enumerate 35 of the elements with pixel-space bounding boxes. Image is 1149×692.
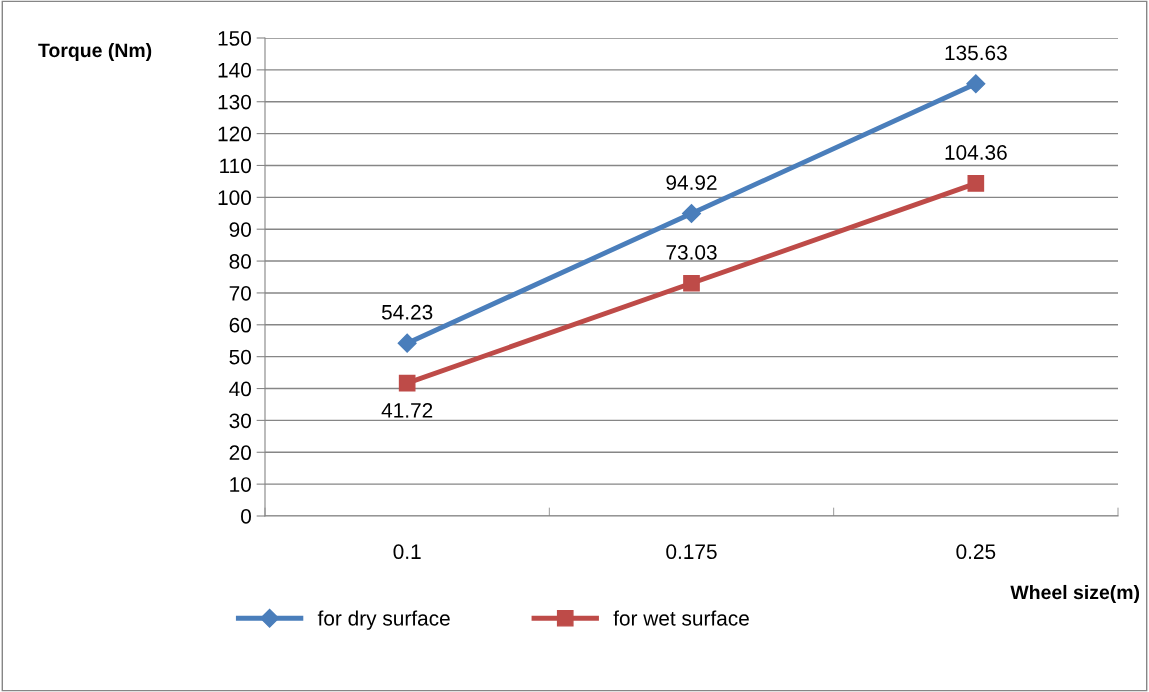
x-tick-label: 0.1 xyxy=(393,544,421,560)
y-tick-label: 80 xyxy=(229,254,251,269)
y-tick-label: 150 xyxy=(218,31,251,46)
y-tick-label: 0 xyxy=(241,509,251,524)
y-tick-label: 110 xyxy=(220,158,251,174)
legend-label: for wet surface xyxy=(613,610,749,626)
y-tick-label: 100 xyxy=(218,190,251,206)
y-tick-label: 130 xyxy=(218,94,251,110)
y-tick-label: 20 xyxy=(229,445,251,461)
point xyxy=(967,175,985,192)
data-label: 54.23 xyxy=(381,304,433,320)
y-tick-label: 50 xyxy=(229,349,251,365)
y-axis-title: Torque (Nm) xyxy=(38,42,152,62)
y-tick-label: 10 xyxy=(230,477,251,492)
data-label: 104.36 xyxy=(945,145,1007,160)
y-tick-label: 60 xyxy=(229,317,251,333)
y-tick-label: 40 xyxy=(229,381,251,397)
point xyxy=(398,374,416,392)
data-label: 73.03 xyxy=(666,244,717,260)
x-tick-label: 0.25 xyxy=(956,544,996,560)
y-tick-label: 90 xyxy=(229,222,251,237)
point xyxy=(966,74,986,94)
point xyxy=(397,333,417,353)
y-tick-label: 140 xyxy=(218,62,251,78)
x-axis-title: Wheel size(m) xyxy=(1010,584,1140,604)
point xyxy=(681,203,702,224)
y-tick-label: 70 xyxy=(229,285,251,301)
data-label: 41.72 xyxy=(381,403,433,418)
y-tick-label: 120 xyxy=(218,126,251,142)
x-tick-label: 0.175 xyxy=(666,544,717,560)
legend-label: for dry surface xyxy=(317,610,450,630)
data-label: 135.63 xyxy=(945,45,1007,61)
y-tick-label: 30 xyxy=(229,413,251,429)
data-label: 94.92 xyxy=(666,175,717,190)
point xyxy=(683,274,700,292)
